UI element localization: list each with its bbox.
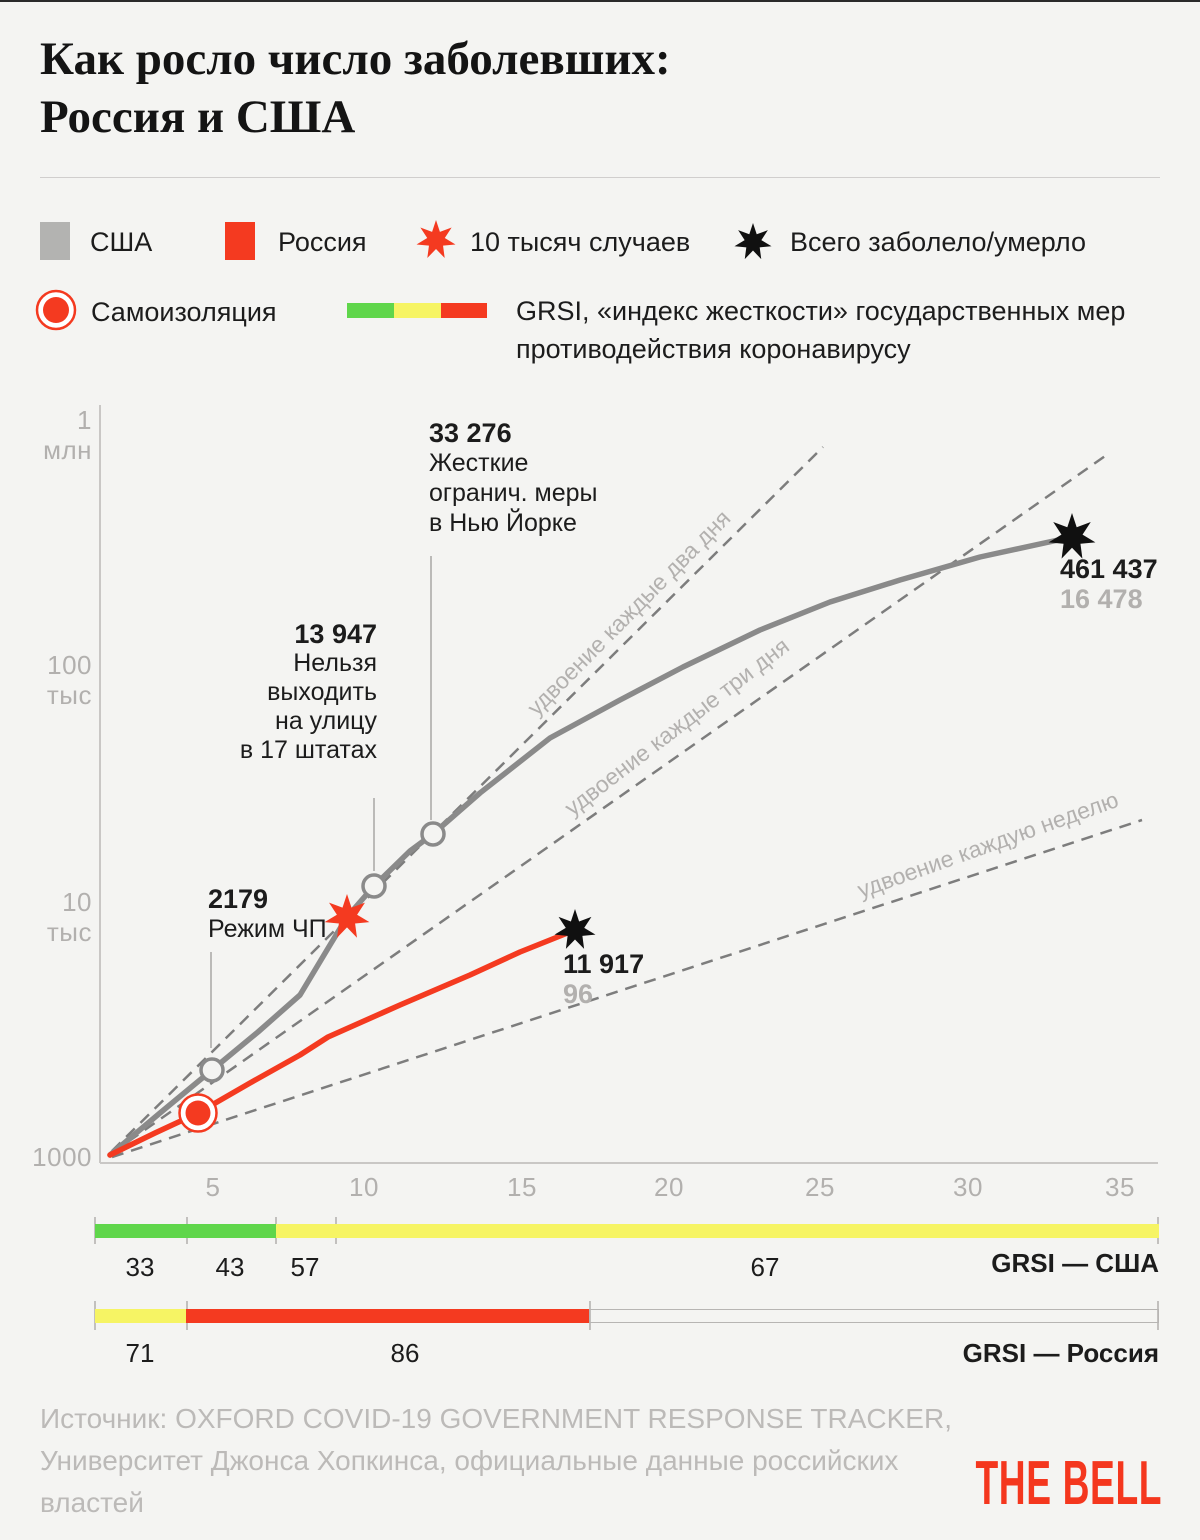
x-tick-35: 35 xyxy=(1105,1172,1135,1202)
doubling-two-days-line xyxy=(111,446,824,1152)
legend-black-star-icon xyxy=(734,223,772,260)
usa-total-deaths: 16 478 xyxy=(1060,584,1143,614)
grsi-russia-red xyxy=(186,1309,589,1323)
grsi-yellow-segment-icon xyxy=(394,303,441,318)
grsi-russia-value-86: 86 xyxy=(390,1338,420,1368)
grsi-usa-value-57: 57 xyxy=(290,1252,320,1282)
russia-total-cases: 11 917 xyxy=(563,949,645,979)
page-title: Как росло число заболевших: Россия и США xyxy=(40,30,1040,146)
russia-color-swatch xyxy=(225,222,255,260)
grsi-russia-value-71: 71 xyxy=(125,1338,155,1368)
y-tick-1000: 1000 xyxy=(32,1142,92,1172)
grsi-russia-bar xyxy=(95,1309,1159,1323)
usa-end-labels: 461 437 16 478 xyxy=(1060,554,1158,614)
grsi-usa-bar xyxy=(95,1224,1159,1238)
x-tick-10: 10 xyxy=(349,1172,379,1202)
grsi-usa-value-43: 43 xyxy=(215,1252,245,1282)
title-line-1: Как росло число заболевших: xyxy=(40,33,671,85)
legend-russia-label: Россия xyxy=(278,227,367,257)
grsi-usa-value-33: 33 xyxy=(125,1252,155,1282)
y-tick-100k: 100 тыс xyxy=(46,650,92,710)
grsi-red-segment-icon xyxy=(441,303,487,318)
x-tick-30: 30 xyxy=(953,1172,983,1202)
the-bell-logo: THE BELL xyxy=(975,1449,1162,1518)
usa-emergency-marker xyxy=(199,1057,225,1083)
grsi-russia-yellow xyxy=(95,1309,186,1323)
x-tick-20: 20 xyxy=(654,1172,684,1202)
grsi-green-segment-icon xyxy=(347,303,394,318)
annotation-emergency: 2179 Режим ЧП xyxy=(208,884,327,943)
usa-total-cases: 461 437 xyxy=(1060,554,1158,584)
legend-isolation-label: Самоизоляция xyxy=(91,297,277,327)
legend-red-star-icon xyxy=(416,220,456,259)
legend-grsi-label: GRSI, «индекс жесткости» государственных… xyxy=(516,292,1125,368)
source-note: Источник: OXFORD COVID-19 GOVERNMENT RES… xyxy=(40,1398,952,1524)
title-line-2: Россия и США xyxy=(40,91,356,143)
grsi-usa-green xyxy=(95,1224,276,1238)
source-line-1: Источник: OXFORD COVID-19 GOVERNMENT RES… xyxy=(40,1403,952,1434)
legend-ten-thousand-label: 10 тысяч случаев xyxy=(470,227,691,257)
grsi-usa-value-67: 67 xyxy=(750,1252,780,1282)
source-line-2: Университет Джонса Хопкинса, официальные… xyxy=(40,1445,899,1476)
y-tick-10k: 10 тыс xyxy=(46,887,92,947)
annotation-ny: 33 276 Жесткие огранич. меры в Нью Йорке xyxy=(429,418,598,537)
grsi-russia-tick-3 xyxy=(589,1301,591,1330)
grsi-usa-label: GRSI — США xyxy=(991,1248,1159,1278)
legend-grsi-line-1: GRSI, «индекс жесткости» государственных… xyxy=(516,296,1126,326)
legend-isolation-icon xyxy=(35,289,77,331)
legend-grsi-line-2: противодействия коронавирусу xyxy=(516,334,911,364)
x-tick-15: 15 xyxy=(507,1172,537,1202)
usa-total-star-icon xyxy=(1048,513,1096,559)
doubling-three-days-line xyxy=(111,452,1109,1155)
top-border xyxy=(0,0,1200,2)
grsi-russia-label: GRSI — Россия xyxy=(962,1338,1159,1368)
usa-ny-measures-marker xyxy=(420,821,446,847)
grsi-russia-empty xyxy=(589,1309,1159,1323)
russia-total-star-icon xyxy=(554,909,596,949)
legend-usa-label: США xyxy=(90,227,153,257)
source-line-3: властей xyxy=(40,1487,144,1518)
usa-stayhome-marker xyxy=(361,873,387,899)
doubling-week-line xyxy=(111,818,1143,1159)
usa-color-swatch xyxy=(40,222,70,260)
grsi-gradient-icon xyxy=(347,303,487,318)
grsi-usa-yellow xyxy=(276,1224,1159,1238)
russia-end-labels: 11 917 96 xyxy=(563,949,644,1009)
divider-line xyxy=(40,177,1160,178)
legend-total-label: Всего заболело/умерло xyxy=(790,227,1086,257)
russia-total-deaths: 96 xyxy=(563,979,594,1009)
russia-isolation-marker xyxy=(178,1093,218,1133)
x-tick-25: 25 xyxy=(805,1172,835,1202)
y-tick-1mln: 1 млн xyxy=(43,405,92,465)
annotation-states: 13 947 Нельзя выходить на улицу в 17 шта… xyxy=(239,619,377,765)
x-tick-5: 5 xyxy=(205,1172,221,1202)
russia-cases-line xyxy=(107,927,578,1158)
